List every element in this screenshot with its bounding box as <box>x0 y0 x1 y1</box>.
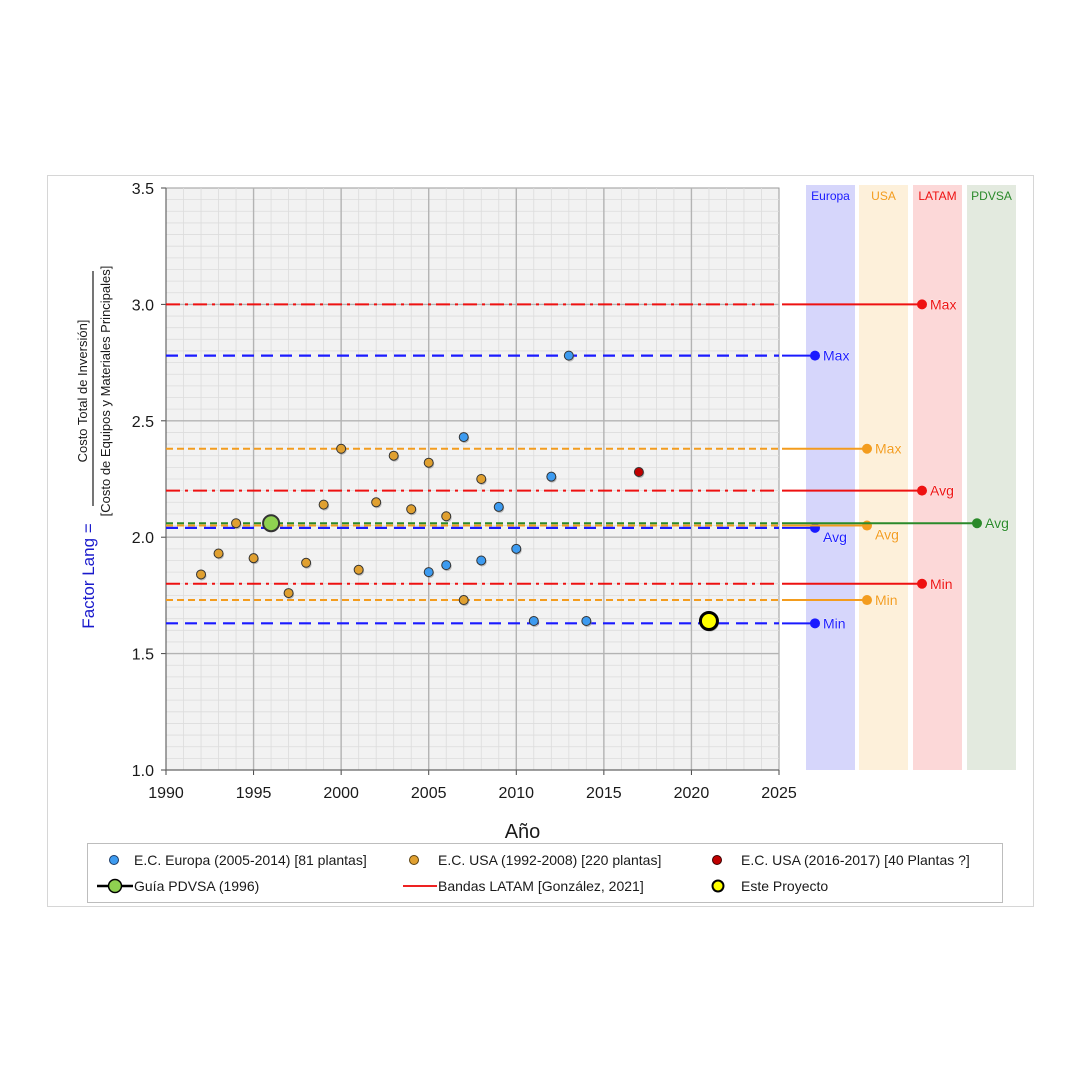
data-point-pdvsa <box>262 514 281 533</box>
data-point-series-1 <box>283 588 294 599</box>
data-point-series-1 <box>406 504 417 515</box>
legend-label-proyecto: Este Proyecto <box>741 878 829 894</box>
data-point-series-1 <box>441 511 452 522</box>
reference-label-usa-min: Min <box>875 592 898 608</box>
reference-marker-usa-max <box>862 443 872 454</box>
reference-marker-europa-avg <box>810 522 820 533</box>
data-point-series-0 <box>458 432 469 443</box>
data-point-series-0 <box>546 471 557 482</box>
band-pdvsa <box>967 185 1016 770</box>
chart-canvas: 1990 1995 2000 2005 2010 2015 2020 2025 1.0 1.5 2.… <box>75 181 1016 843</box>
legend-label-europa: E.C. Europa (2005-2014) [81 plantas] <box>134 852 367 868</box>
x-tick-label: 2020 <box>674 785 710 802</box>
reference-marker-usa-min <box>862 595 872 606</box>
y-axis-title-denominator: [Costo de Equipos y Materiales Principal… <box>98 266 113 517</box>
data-point-series-1 <box>476 474 487 484</box>
x-tick-label: 1995 <box>236 785 272 802</box>
chart-frame: 1990 1995 2000 2005 2010 2015 2020 2025 1.0 1.5 2.… <box>47 175 1034 907</box>
data-point-series-0 <box>563 350 574 361</box>
data-point-series-1 <box>231 518 242 529</box>
x-tick-label: 1990 <box>148 785 184 802</box>
reference-marker-pdvsa-avg <box>972 518 982 529</box>
y-tick-label: 3.0 <box>132 297 154 314</box>
band-label-latam: LATAM <box>918 189 956 203</box>
data-point-proyecto <box>698 611 719 632</box>
reference-label-pdvsa-avg: Avg <box>985 515 1009 531</box>
reference-label-europa-min: Min <box>823 615 846 631</box>
data-point-series-0 <box>476 555 487 566</box>
legend-marker-proyecto <box>711 879 725 893</box>
y-axis-title-prefix: Factor Lang = <box>79 523 98 628</box>
data-point-series-1 <box>388 450 399 461</box>
data-point-series-0 <box>493 501 504 512</box>
legend-marker-europa <box>109 855 119 865</box>
data-point-series-1 <box>318 499 329 510</box>
data-point-series-1 <box>458 595 469 606</box>
reference-marker-usa-avg <box>862 520 872 531</box>
reference-marker-latam-max <box>917 299 927 310</box>
reference-label-usa-max: Max <box>875 441 901 457</box>
legend-label-pdvsa: Guía PDVSA (1996) <box>134 878 260 894</box>
reference-label-latam-avg: Avg <box>930 483 954 499</box>
legend-label-latam: Bandas LATAM [González, 2021] <box>438 878 644 894</box>
legend-label-usa: E.C. USA (1992-2008) [220 plantas] <box>438 852 662 868</box>
legend-label-usa-2016: E.C. USA (2016-2017) [40 Plantas ?] <box>741 852 970 868</box>
data-point-series-1 <box>213 548 224 559</box>
x-tick-label: 2000 <box>323 785 359 802</box>
y-tick-label: 3.5 <box>132 181 154 198</box>
reference-marker-europa-min <box>810 618 820 629</box>
data-point-series-0 <box>511 543 522 554</box>
reference-marker-latam-min <box>917 578 927 589</box>
y-axis-title: Factor Lang = Costo Total de Inversión] [C… <box>75 266 113 629</box>
data-point-series-1 <box>353 564 364 575</box>
band-label-pdvsa: PDVSA <box>971 189 1012 203</box>
data-point-series-1 <box>371 497 382 508</box>
y-axis-title-numerator: Costo Total de Inversión] <box>75 320 90 463</box>
data-point-series-1 <box>301 557 312 568</box>
data-point-series-0 <box>423 567 434 578</box>
band-latam <box>913 185 962 770</box>
band-label-usa: USA <box>871 189 896 203</box>
reference-label-latam-min: Min <box>930 576 953 592</box>
data-point-series-1 <box>248 553 259 564</box>
data-point-series-1 <box>423 457 434 468</box>
y-tick-label: 1.0 <box>132 763 154 780</box>
band-label-europa: Europa <box>811 189 850 203</box>
reference-marker-latam-avg <box>917 485 927 496</box>
data-point-series-0 <box>528 616 539 627</box>
reference-label-latam-max: Max <box>930 296 956 312</box>
legend-marker-latam <box>403 885 437 887</box>
y-tick-label: 2.5 <box>132 414 154 431</box>
y-tick-label: 2.0 <box>132 530 154 547</box>
reference-label-usa-avg: Avg <box>875 527 899 543</box>
chart-legend: E.C. Europa (2005-2014) [81 plantas] E.C… <box>87 843 1003 903</box>
data-point-series-1 <box>196 569 207 580</box>
x-tick-label: 2010 <box>498 785 534 802</box>
reference-label-europa-avg: Avg <box>823 529 847 545</box>
y-tick-label: 1.5 <box>132 647 154 664</box>
data-point-series-2 <box>633 467 644 478</box>
legend-marker-usa-2016 <box>712 855 722 865</box>
reference-marker-europa-max <box>810 350 820 361</box>
reference-label-europa-max: Max <box>823 348 849 364</box>
data-point-series-0 <box>441 560 452 571</box>
data-point-series-0 <box>581 616 592 627</box>
legend-marker-usa <box>409 855 419 865</box>
x-axis-title: Año <box>505 821 541 843</box>
x-tick-label: 2015 <box>586 785 622 802</box>
band-usa <box>859 185 908 770</box>
x-tick-label: 2005 <box>411 785 447 802</box>
data-point-series-1 <box>336 443 347 454</box>
x-tick-label: 2025 <box>761 785 797 802</box>
band-europa <box>806 185 855 770</box>
legend-marker-pdvsa <box>97 878 133 894</box>
